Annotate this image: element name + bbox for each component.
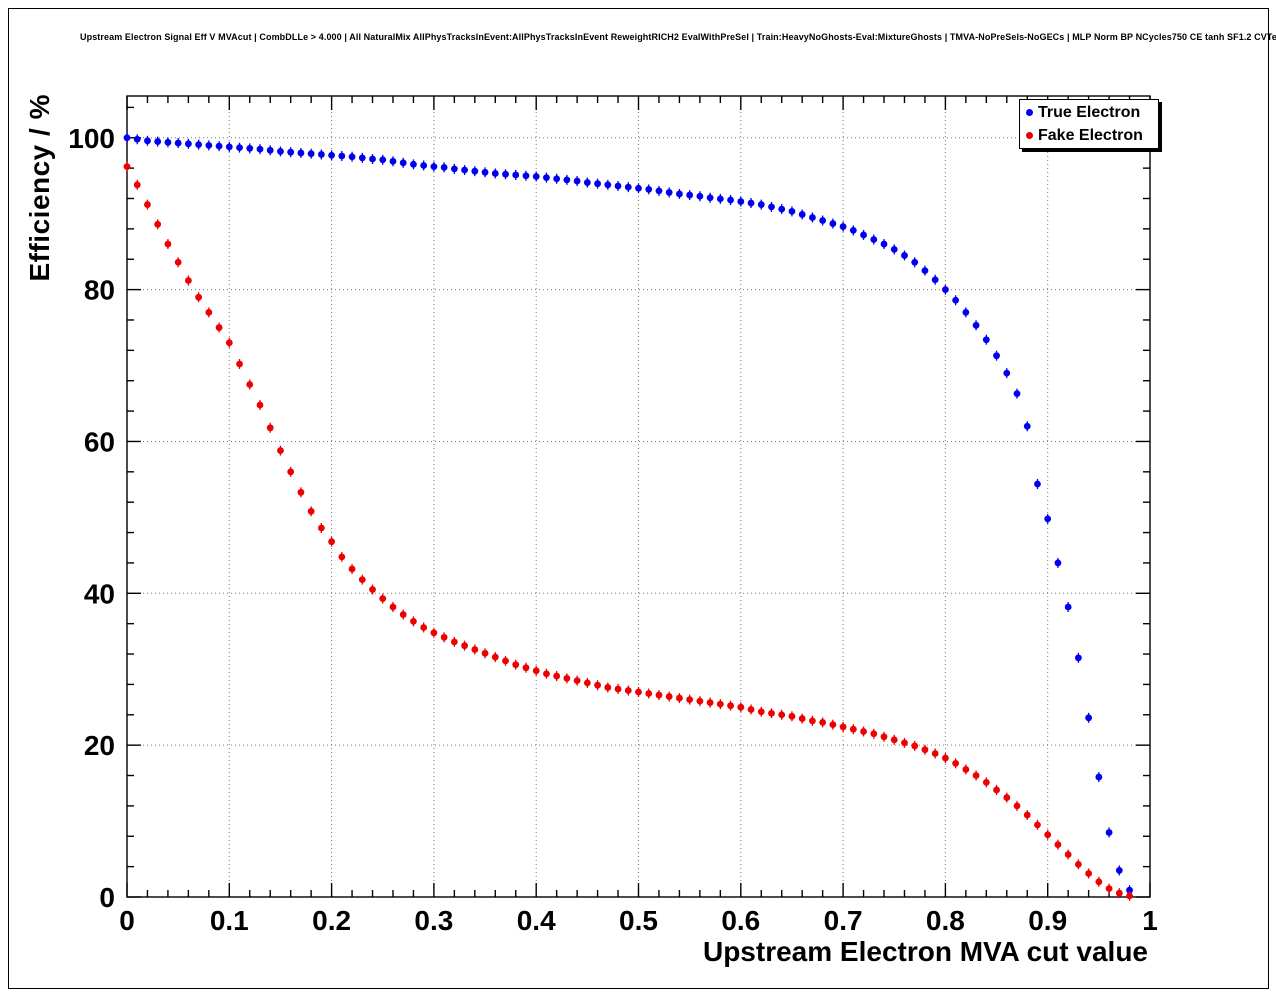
- svg-text:60: 60: [84, 426, 115, 457]
- svg-text:80: 80: [84, 275, 115, 306]
- legend-item-true-electron: True Electron: [1020, 101, 1158, 124]
- true-electron-marker-icon: [1026, 109, 1033, 116]
- svg-text:0.4: 0.4: [517, 905, 556, 936]
- svg-text:0.7: 0.7: [824, 905, 863, 936]
- svg-text:0.6: 0.6: [721, 905, 760, 936]
- fake-electron-marker-icon: [1026, 132, 1033, 139]
- x-axis-title: Upstream Electron MVA cut value: [702, 936, 1148, 967]
- svg-text:1: 1: [1142, 905, 1158, 936]
- svg-text:0.1: 0.1: [210, 905, 249, 936]
- svg-text:0: 0: [99, 882, 115, 913]
- plot-frame: [126, 95, 1151, 898]
- legend: True Electron Fake Electron: [1019, 99, 1159, 149]
- gridlines: [126, 96, 1151, 898]
- svg-text:0.5: 0.5: [619, 905, 658, 936]
- tick-labels: 0 0.1 0.2 0.3 0.4 0.5 0.6 0.7 0.8 0.9 1 0 20 40 60 80 10…: [68, 123, 1158, 936]
- y-axis-title: Efficiency / %: [24, 94, 55, 282]
- svg-text:20: 20: [84, 730, 115, 761]
- svg-text:0.3: 0.3: [414, 905, 453, 936]
- legend-label-true-electron: True Electron: [1038, 103, 1141, 121]
- legend-item-fake-electron: Fake Electron: [1020, 124, 1158, 147]
- svg-text:0.8: 0.8: [926, 905, 965, 936]
- series-true-electron: [123, 132, 1133, 896]
- legend-label-fake-electron: Fake Electron: [1038, 126, 1143, 144]
- axis-ticks: [126, 96, 1151, 898]
- svg-text:40: 40: [84, 578, 115, 609]
- plot-title: Upstream Electron Signal Eff V MVAcut | …: [80, 32, 1276, 42]
- svg-text:0: 0: [119, 905, 135, 936]
- series-fake-electron: [123, 161, 1133, 901]
- svg-text:0.2: 0.2: [312, 905, 351, 936]
- svg-text:0.9: 0.9: [1028, 905, 1067, 936]
- svg-text:100: 100: [68, 123, 115, 154]
